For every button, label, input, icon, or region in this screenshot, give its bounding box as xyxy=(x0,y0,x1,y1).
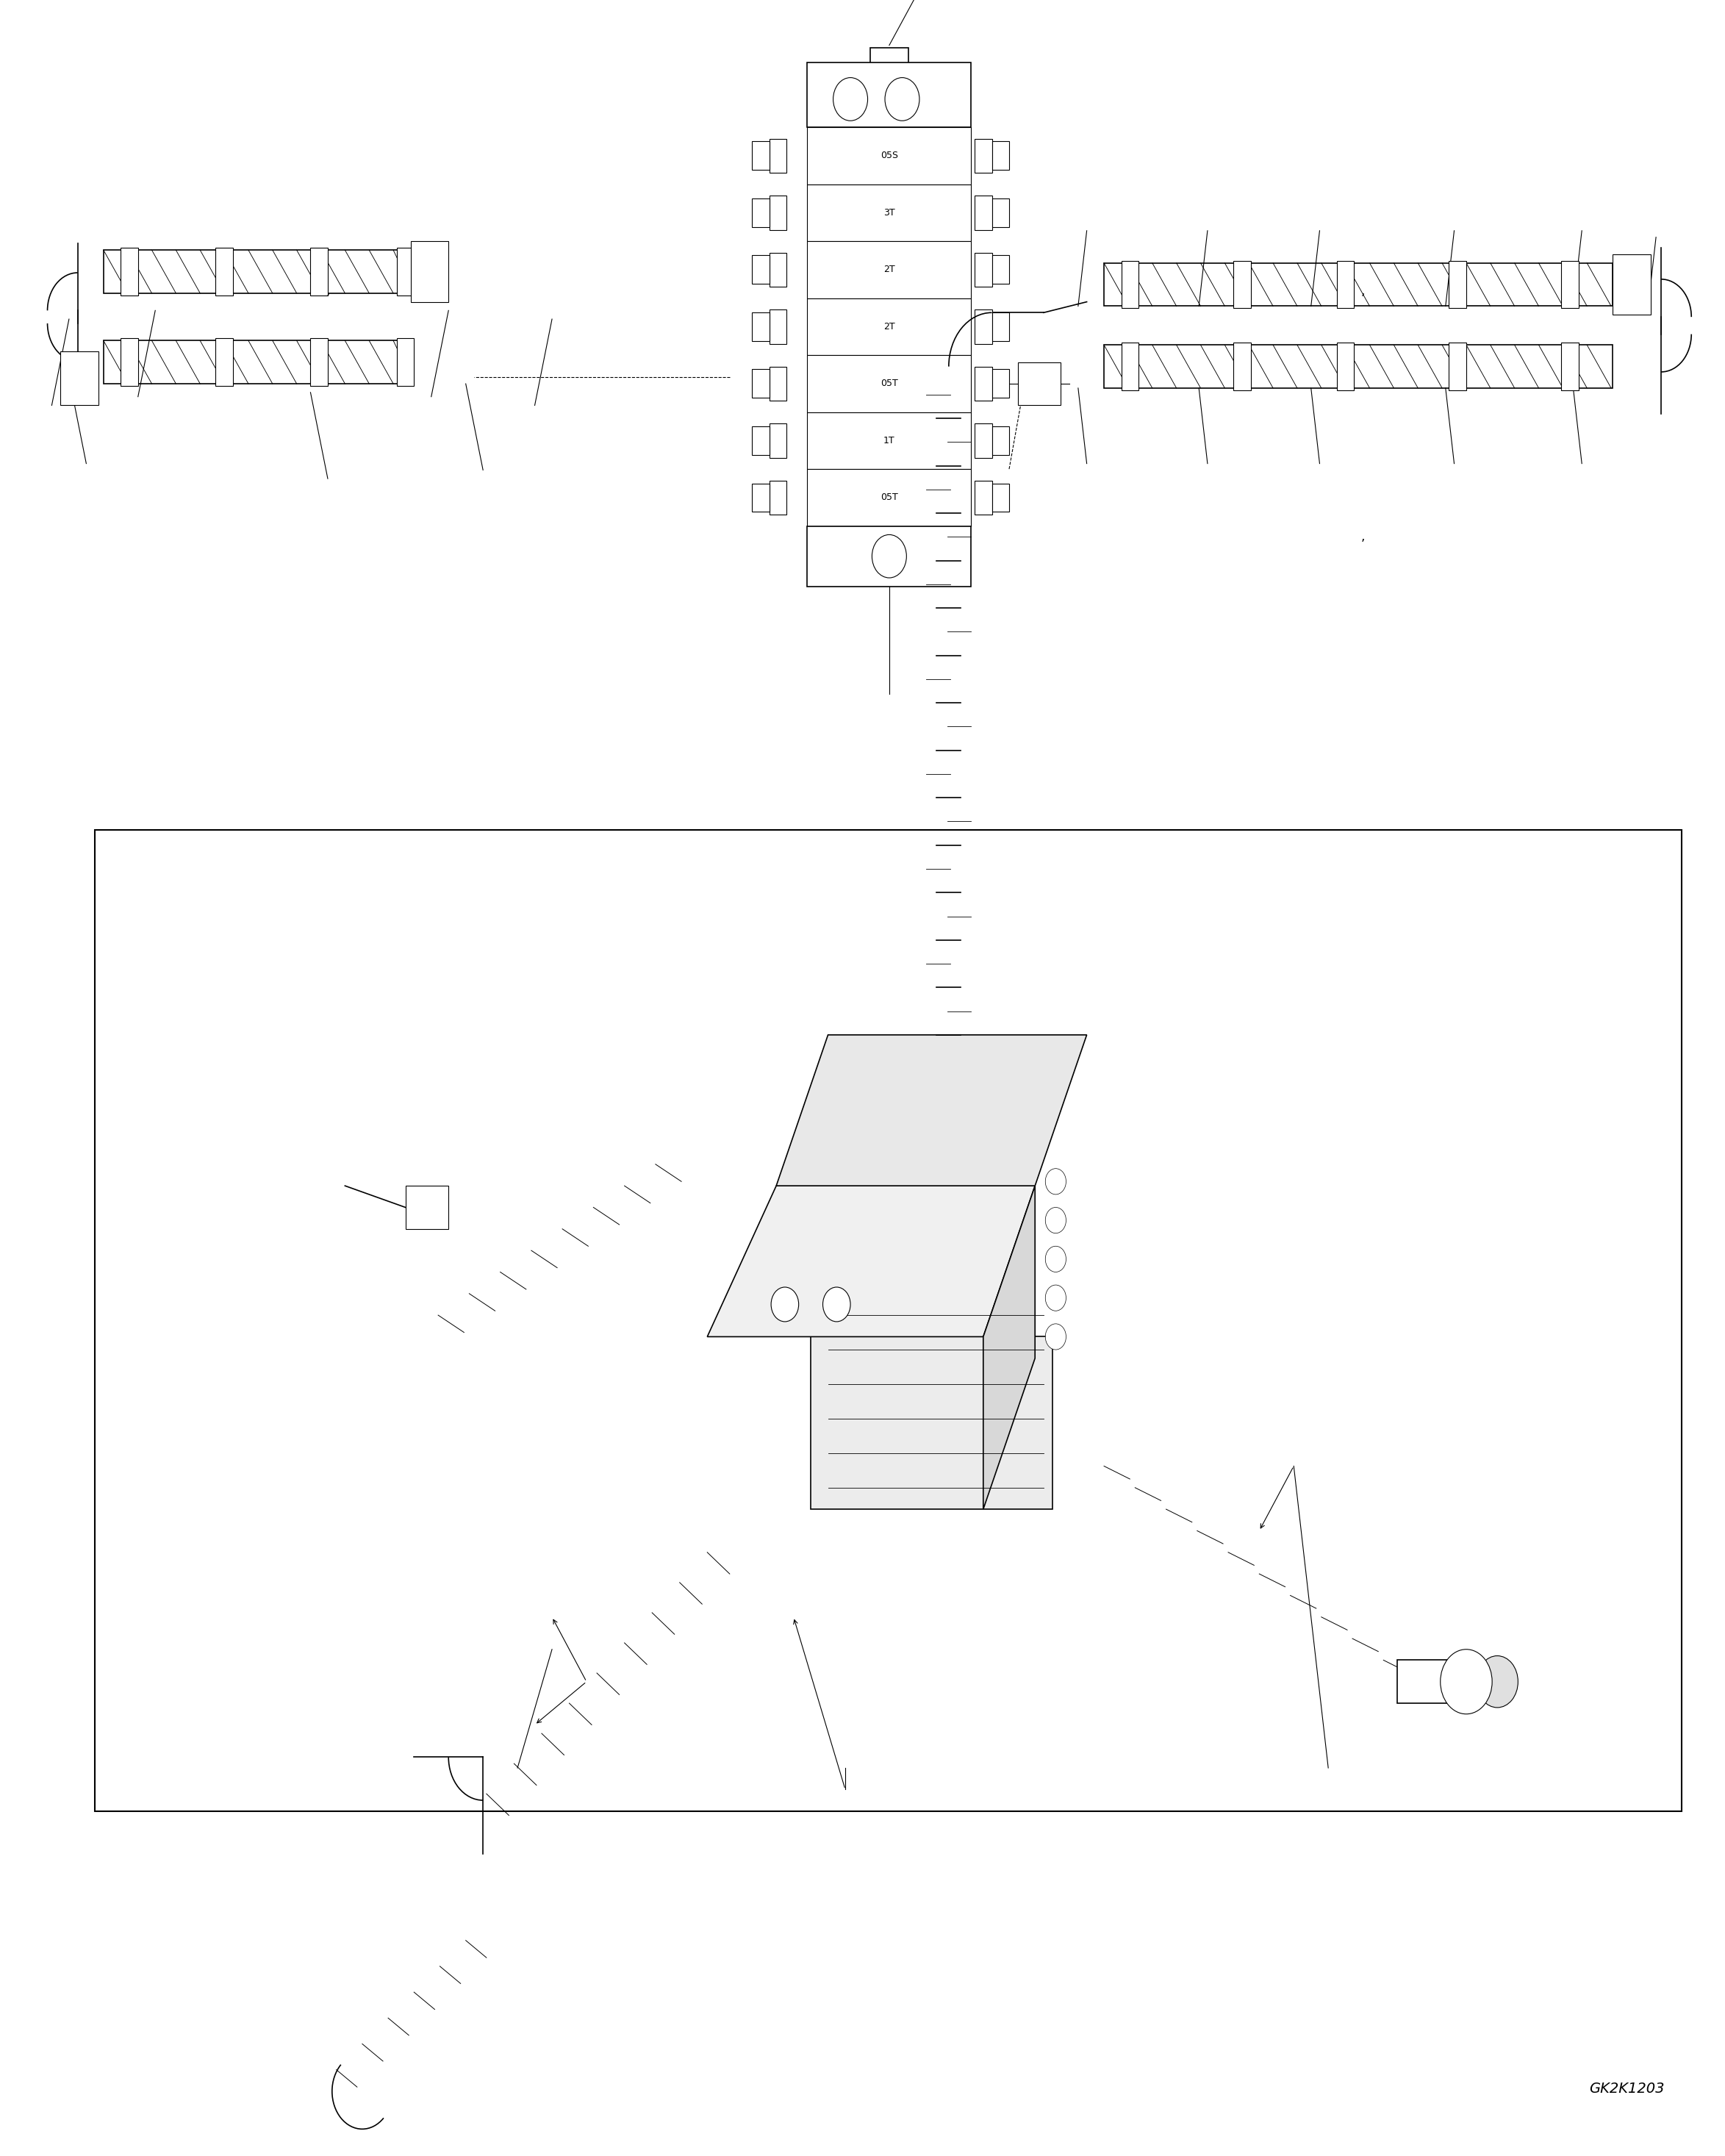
Bar xyxy=(1104,345,1613,388)
Bar xyxy=(95,830,1682,1811)
Bar xyxy=(1337,261,1354,308)
Bar xyxy=(992,483,1009,511)
Bar xyxy=(60,351,98,405)
Polygon shape xyxy=(776,1035,1087,1186)
Text: ,: , xyxy=(1361,530,1364,543)
Bar xyxy=(1613,254,1651,315)
Text: 05T: 05T xyxy=(880,494,899,502)
Bar xyxy=(807,356,971,412)
Bar xyxy=(1449,343,1466,390)
Bar xyxy=(310,248,328,295)
Circle shape xyxy=(873,535,907,578)
Text: ,: , xyxy=(1361,285,1364,298)
Bar xyxy=(397,248,414,295)
Bar xyxy=(975,196,992,231)
Bar xyxy=(310,338,328,386)
Bar xyxy=(871,47,909,73)
Bar xyxy=(411,241,448,302)
Bar xyxy=(975,252,992,287)
Bar xyxy=(975,310,992,343)
Bar xyxy=(405,1186,448,1229)
Text: 1T: 1T xyxy=(883,436,895,446)
Bar xyxy=(769,252,787,287)
Bar xyxy=(103,341,414,384)
Bar xyxy=(975,138,992,172)
Bar xyxy=(807,412,971,470)
Bar xyxy=(807,298,971,356)
Circle shape xyxy=(1045,1246,1066,1272)
Circle shape xyxy=(1477,1656,1518,1708)
Bar xyxy=(752,142,769,170)
Circle shape xyxy=(1440,1649,1492,1714)
Circle shape xyxy=(823,1287,850,1322)
Bar xyxy=(769,481,787,515)
Bar xyxy=(769,423,787,457)
Bar xyxy=(752,198,769,226)
Polygon shape xyxy=(707,1186,1035,1337)
Bar xyxy=(103,250,414,293)
Text: GK2K1203: GK2K1203 xyxy=(1589,2083,1665,2096)
Bar xyxy=(216,338,233,386)
Text: 05S: 05S xyxy=(880,151,899,160)
Bar xyxy=(975,367,992,401)
Bar xyxy=(975,481,992,515)
Bar xyxy=(1561,261,1578,308)
Bar xyxy=(752,313,769,341)
Text: 2T: 2T xyxy=(883,265,895,274)
Bar xyxy=(992,313,1009,341)
Text: 05T: 05T xyxy=(880,379,899,388)
Circle shape xyxy=(833,78,868,121)
Circle shape xyxy=(1045,1169,1066,1194)
Bar xyxy=(1121,343,1138,390)
Circle shape xyxy=(885,78,919,121)
Bar xyxy=(1018,362,1061,405)
Bar xyxy=(769,138,787,172)
Bar xyxy=(1233,343,1251,390)
Bar xyxy=(992,369,1009,399)
Bar xyxy=(1449,261,1466,308)
Bar xyxy=(752,369,769,399)
Bar xyxy=(1561,343,1578,390)
Bar xyxy=(121,248,138,295)
Bar xyxy=(752,483,769,511)
Bar xyxy=(1233,261,1251,308)
Bar xyxy=(752,254,769,285)
Bar xyxy=(1104,263,1613,306)
Bar xyxy=(769,196,787,231)
Bar xyxy=(807,127,971,183)
Bar xyxy=(769,367,787,401)
Bar xyxy=(1397,1660,1449,1703)
Bar xyxy=(845,73,933,127)
Circle shape xyxy=(1045,1207,1066,1233)
Circle shape xyxy=(1045,1324,1066,1350)
Bar xyxy=(807,63,971,127)
Bar xyxy=(807,183,971,241)
Bar xyxy=(992,198,1009,226)
Polygon shape xyxy=(983,1186,1035,1509)
Bar xyxy=(397,338,414,386)
Bar xyxy=(121,338,138,386)
Bar xyxy=(216,248,233,295)
Text: 3T: 3T xyxy=(883,207,895,218)
Bar xyxy=(807,470,971,526)
Text: 2T: 2T xyxy=(883,321,895,332)
Bar xyxy=(1337,343,1354,390)
Bar xyxy=(752,427,769,455)
Polygon shape xyxy=(811,1337,1052,1509)
Bar xyxy=(1121,261,1138,308)
Bar xyxy=(992,427,1009,455)
Circle shape xyxy=(1045,1285,1066,1311)
Bar xyxy=(992,142,1009,170)
Bar xyxy=(807,526,971,586)
Bar xyxy=(807,241,971,298)
Text: ,: , xyxy=(326,285,329,298)
Bar xyxy=(992,254,1009,285)
Bar xyxy=(769,310,787,343)
Bar xyxy=(975,423,992,457)
Circle shape xyxy=(771,1287,799,1322)
